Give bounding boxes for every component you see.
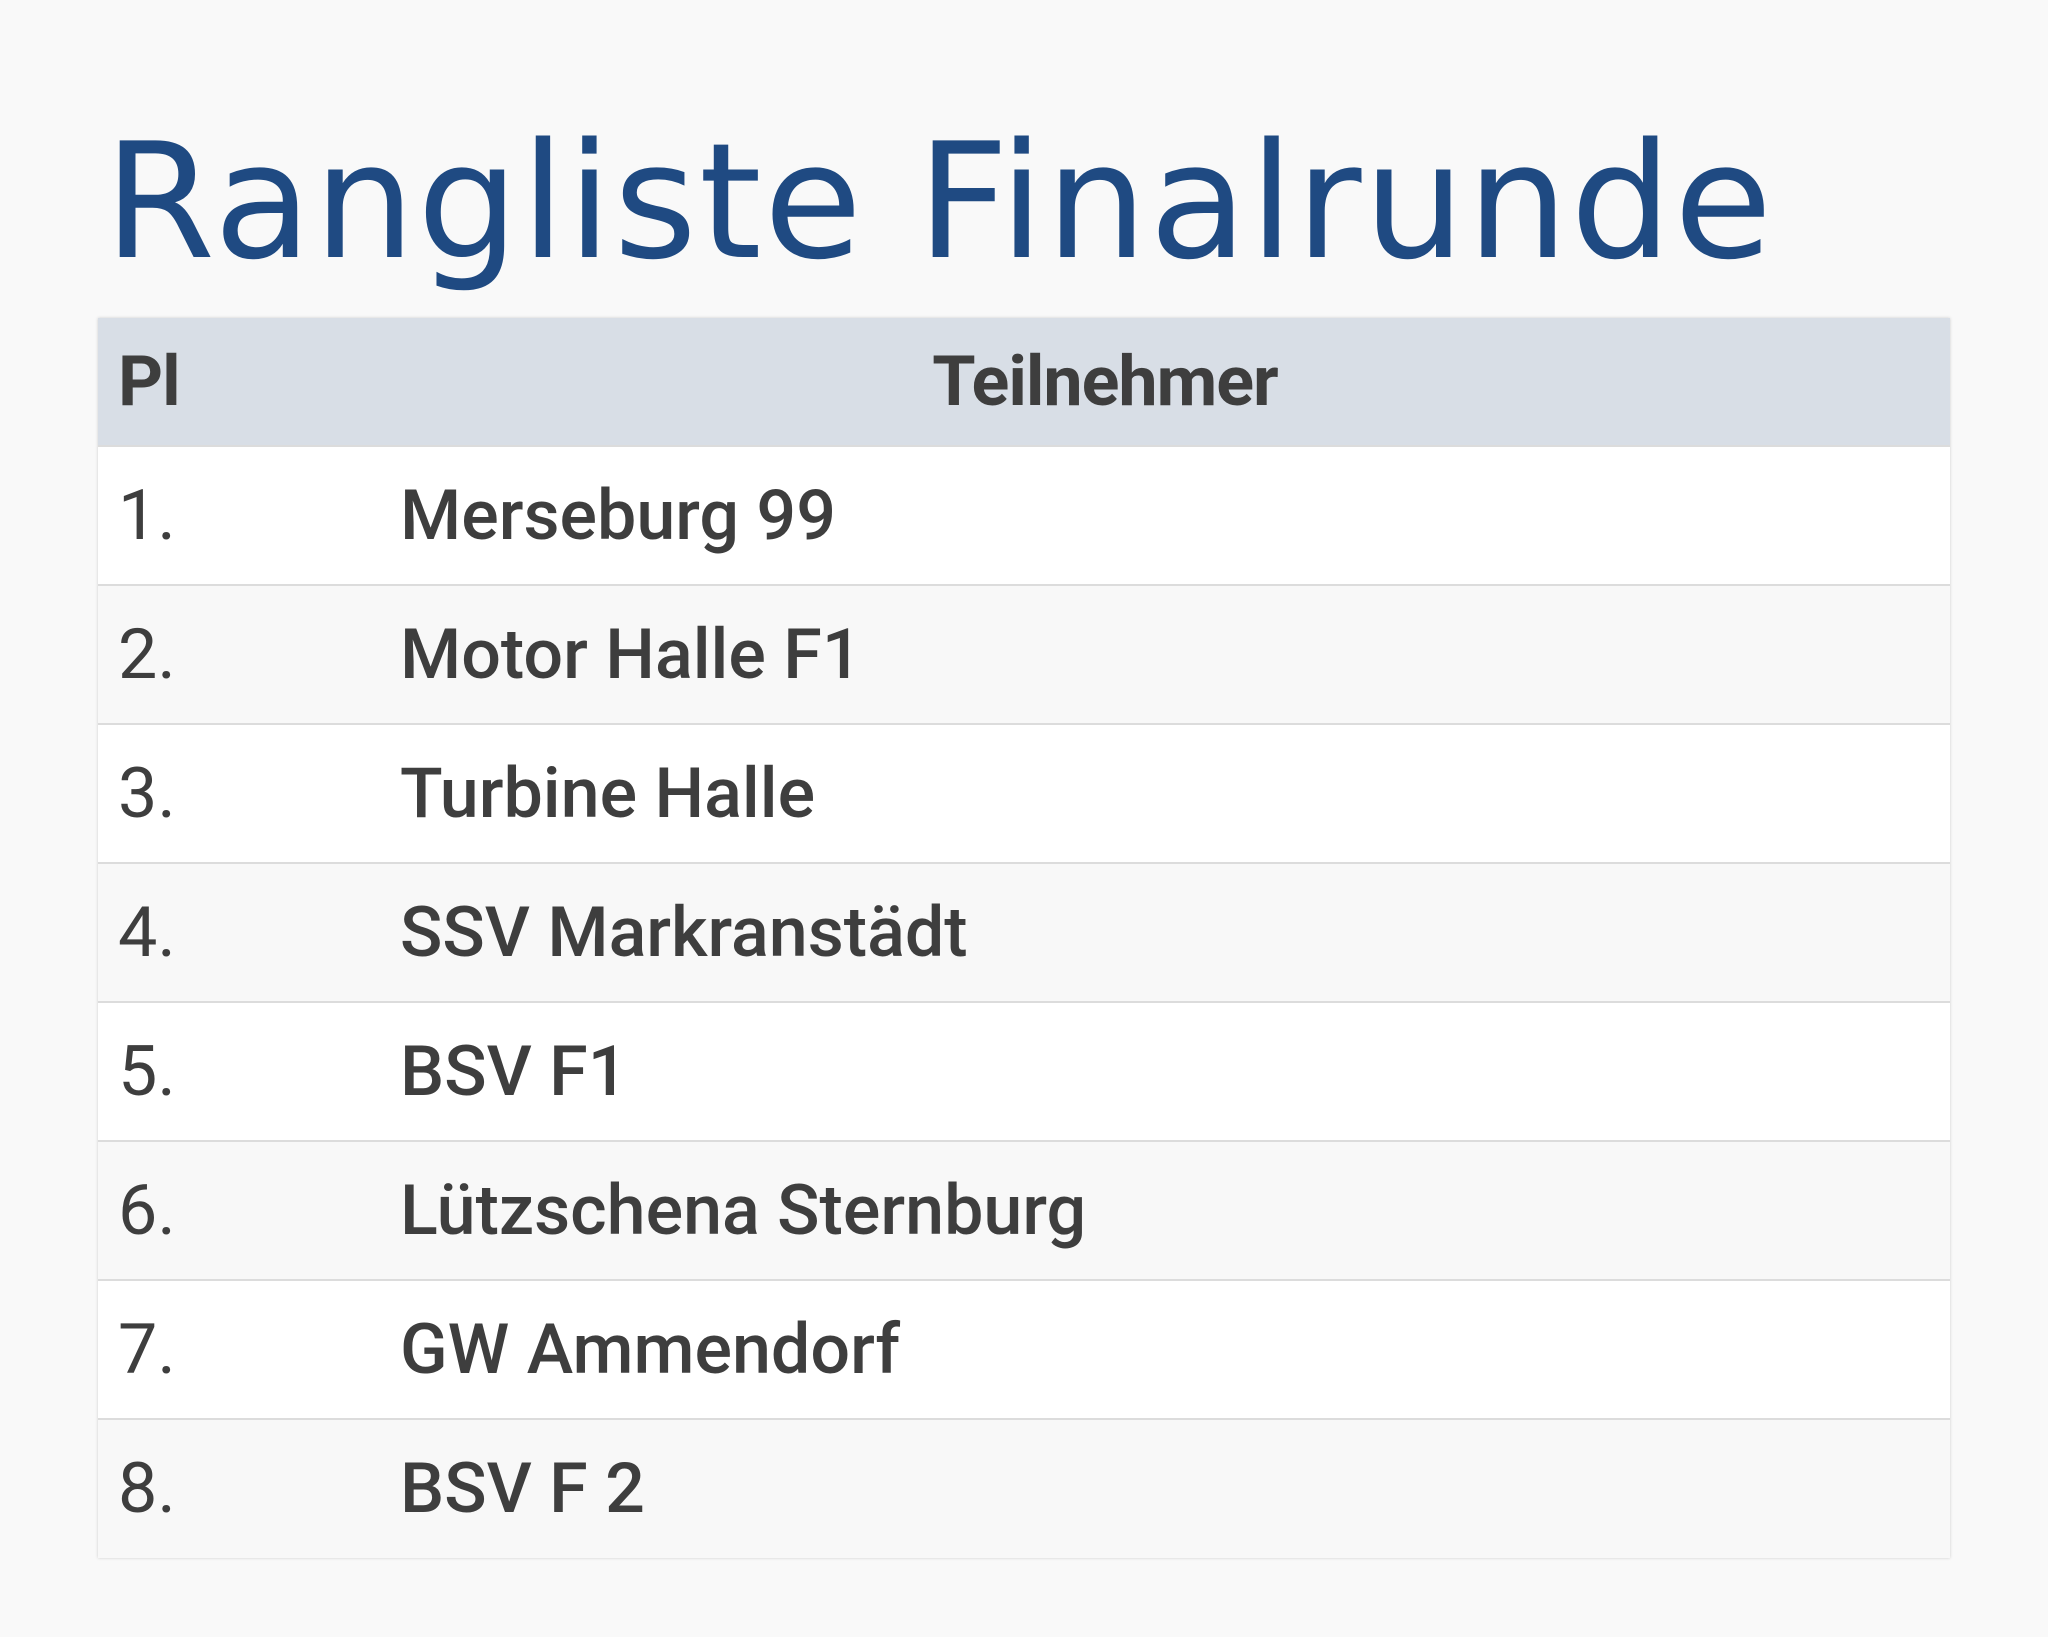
table-row: 8. BSV F 2 [98,1419,1950,1558]
table-row: 1. Merseburg 99 [98,446,1950,585]
participant-cell: Merseburg 99 [400,474,836,557]
table-row: 7. GW Ammendorf [98,1280,1950,1419]
place-cell: 2. [118,613,176,696]
place-cell: 5. [118,1030,176,1113]
participant-cell: SSV Markranstädt [400,891,968,974]
table-row: 3. Turbine Halle [98,724,1950,863]
table-row: 4. SSV Markranstädt [98,863,1950,1002]
place-cell: 7. [118,1308,176,1391]
table-row: 2. Motor Halle F1 [98,585,1950,724]
participant-cell: Lützschena Sternburg [400,1169,1087,1252]
header-row: Pl Teilnehmer [98,318,1950,446]
table-row: 6. Lützschena Sternburg [98,1141,1950,1280]
standings-table: Pl Teilnehmer 1. Merseburg 99 2. Motor H… [98,318,1950,1558]
place-cell: 4. [118,891,176,974]
table-row: 5. BSV F1 [98,1002,1950,1141]
participant-cell: Turbine Halle [400,752,816,835]
page-title: Rangliste Finalrunde [104,108,1775,295]
participant-cell: GW Ammendorf [400,1308,901,1391]
participant-cell: Motor Halle F1 [400,613,862,696]
column-header-place[interactable]: Pl [118,340,181,423]
place-cell: 3. [118,752,176,835]
place-cell: 8. [118,1448,176,1530]
participant-cell: BSV F 2 [400,1448,645,1530]
participant-cell: BSV F1 [400,1030,628,1113]
place-cell: 1. [118,474,176,557]
place-cell: 6. [118,1169,176,1252]
table-body: 1. Merseburg 99 2. Motor Halle F1 3. Tur… [98,446,1950,1558]
table-header: Pl Teilnehmer [98,318,1950,446]
column-header-participant[interactable]: Teilnehmer [932,340,1278,423]
